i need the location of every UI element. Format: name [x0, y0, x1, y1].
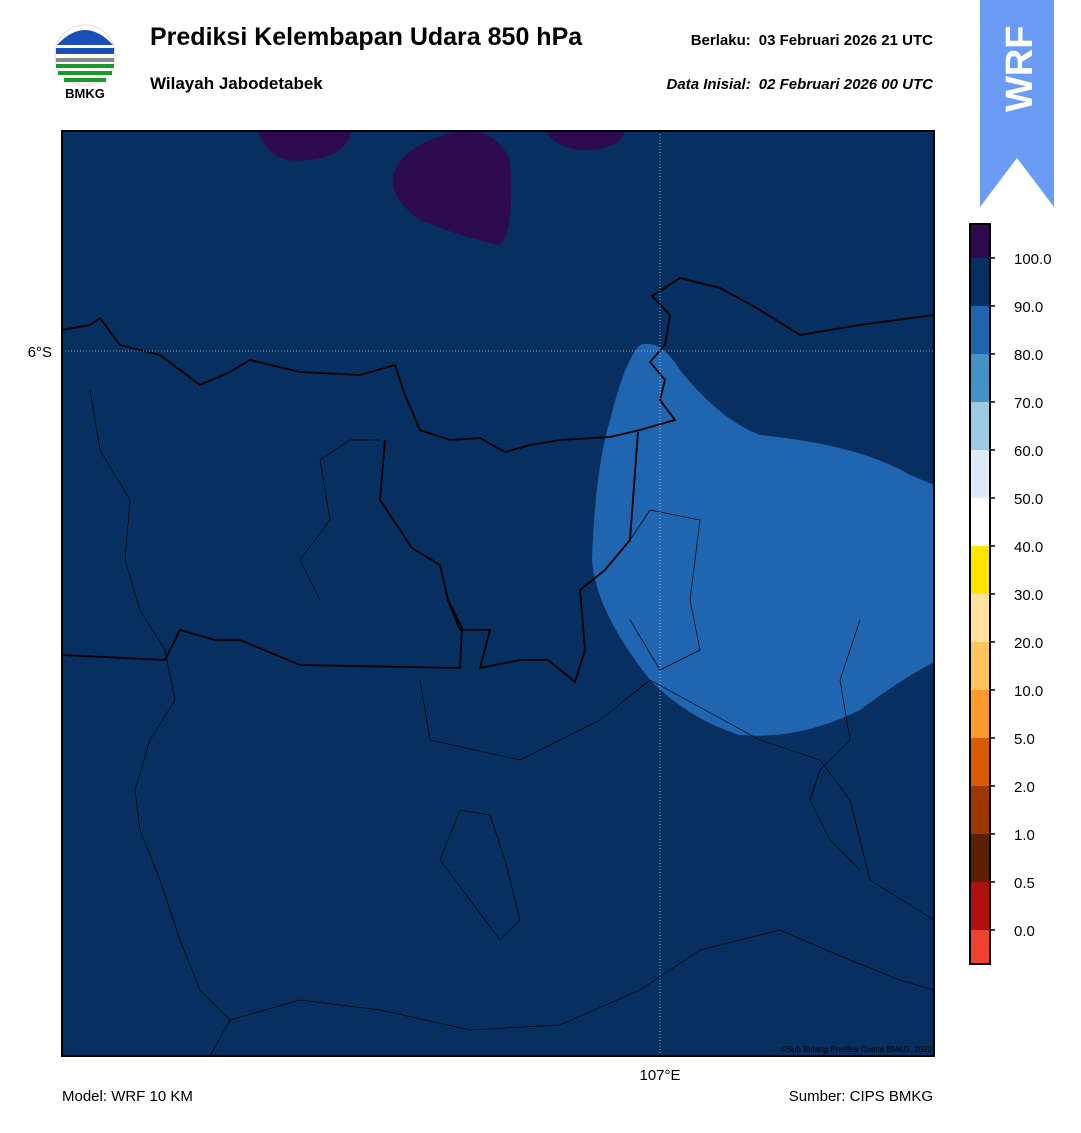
colorbar-label: 2.0	[1014, 779, 1035, 796]
footer-source: Sumber: CIPS BMKG	[789, 1088, 933, 1105]
colorbar-label: 20.0	[1014, 635, 1043, 652]
footer-model: Model: WRF 10 KM	[62, 1088, 193, 1105]
valid-label: Berlaku:	[691, 32, 751, 49]
bmkg-logo: BMKG	[54, 24, 116, 101]
logo-text: BMKG	[65, 86, 105, 101]
init-time: Data Inisial: 02 Februari 2026 00 UTC	[667, 76, 935, 93]
colorbar-label: 0.0	[1014, 923, 1035, 940]
colorbar-segment	[970, 930, 990, 964]
colorbar-segment	[970, 306, 990, 354]
init-label: Data Inisial:	[667, 76, 751, 93]
colorbar-segment	[970, 546, 990, 594]
lat-label: 6°S	[28, 344, 52, 361]
colorbar-segment	[970, 402, 990, 450]
valid-value: 03 Februari 2026 21 UTC	[759, 32, 933, 49]
colorbar-segment	[970, 786, 990, 834]
colorbar-label: 100.0	[1014, 251, 1052, 268]
colorbar-label: 0.5	[1014, 875, 1035, 892]
lon-label: 107°E	[639, 1067, 680, 1084]
badge-text: WRF	[999, 25, 1041, 112]
map-frame	[61, 130, 935, 1057]
colorbar-label: 50.0	[1014, 491, 1043, 508]
colorbar-segment	[970, 498, 990, 546]
colorbar-label: 90.0	[1014, 299, 1043, 316]
colorbar-segment	[970, 642, 990, 690]
colorbar-segment	[970, 690, 990, 738]
colorbar-label: 1.0	[1014, 827, 1035, 844]
colorbar-segment	[970, 258, 990, 306]
colorbar-label: 5.0	[1014, 731, 1035, 748]
valid-time: Berlaku: 03 Februari 2026 21 UTC	[691, 32, 933, 49]
colorbar-label: 40.0	[1014, 539, 1043, 556]
colorbar: 100.0 90.0 80.0 70.0 60.0 50.0 40.0 30.0 20.0 10.…	[969, 223, 1052, 965]
colorbar-label: 10.0	[1014, 683, 1043, 700]
colorbar-label: 70.0	[1014, 395, 1043, 412]
colorbar-segment	[970, 224, 990, 258]
map-field: ©Sub Bidang Prediksi Cuaca BMKG, 2020	[62, 131, 934, 1056]
colorbar-segment	[970, 882, 990, 930]
colorbar-segment	[970, 738, 990, 786]
colorbar-segment	[970, 450, 990, 498]
colorbar-segment	[970, 834, 990, 882]
init-value: 02 Februari 2026 00 UTC	[759, 76, 934, 93]
wrf-badge	[980, 0, 1054, 207]
credit: ©Sub Bidang Prediksi Cuaca BMKG, 2020	[781, 1045, 933, 1054]
colorbar-segment	[970, 594, 990, 642]
colorbar-label: 30.0	[1014, 587, 1043, 604]
colorbar-label: 80.0	[1014, 347, 1043, 364]
colorbar-label: 60.0	[1014, 443, 1043, 460]
title: Prediksi Kelembapan Udara 850 hPa	[150, 23, 583, 51]
subtitle: Wilayah Jabodetabek	[150, 74, 323, 93]
colorbar-segment	[970, 354, 990, 402]
